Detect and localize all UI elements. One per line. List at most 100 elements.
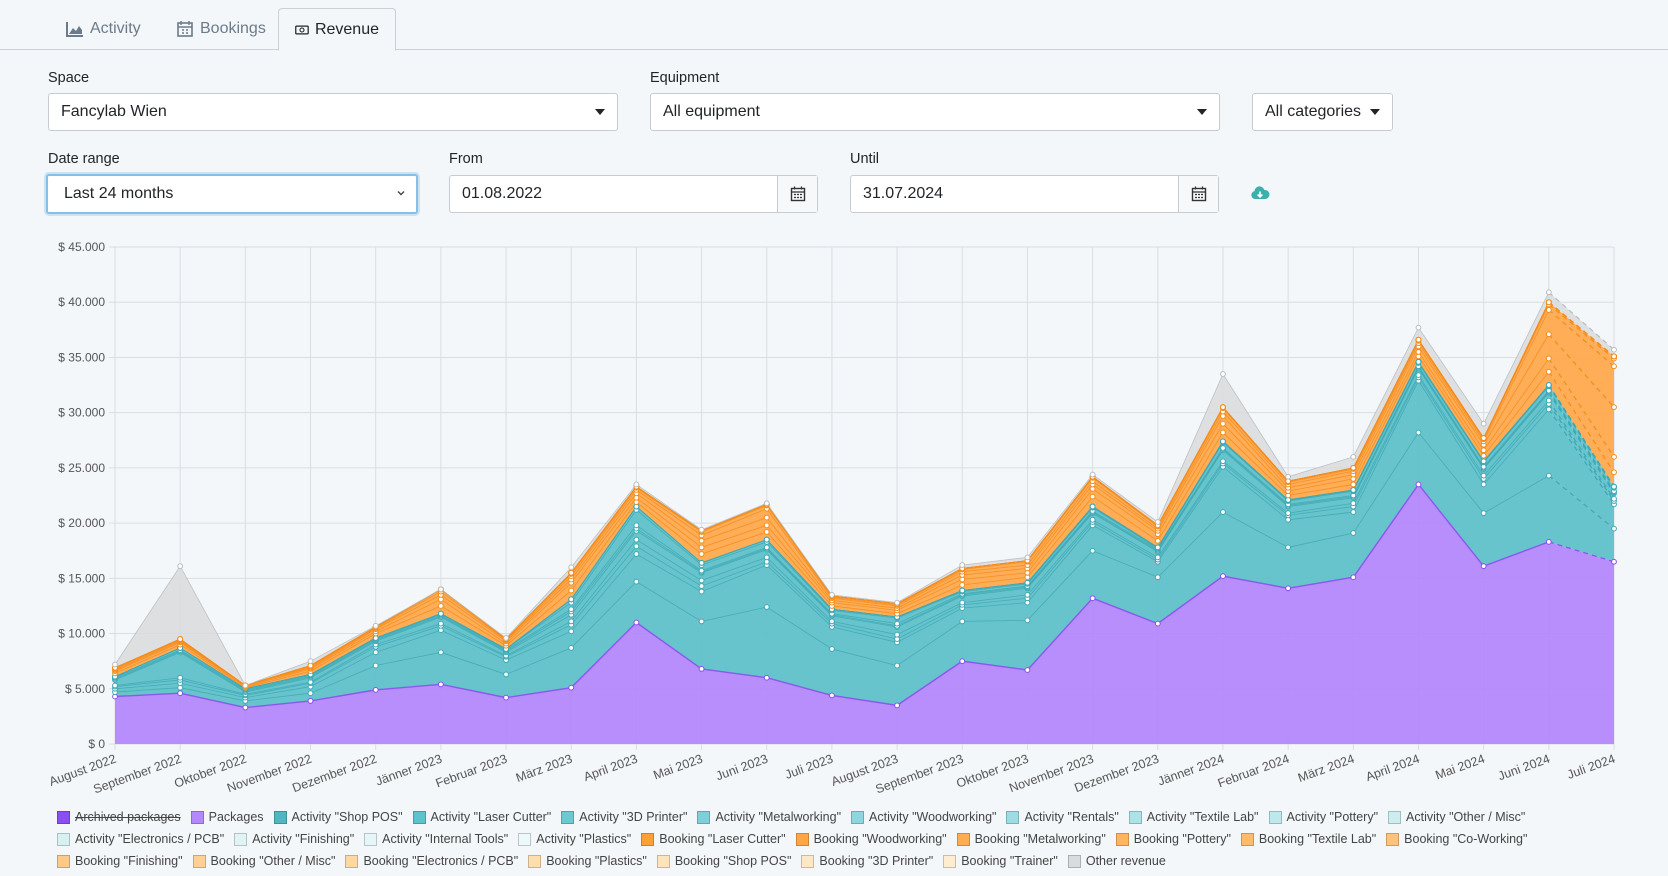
data-point: [1611, 353, 1617, 360]
data-point: [242, 682, 249, 689]
legend-item[interactable]: Booking "Woodworking": [795, 828, 947, 850]
legend-item[interactable]: Activity "Rentals": [1006, 806, 1119, 828]
data-point: [568, 596, 575, 603]
legend-item[interactable]: Activity "3D Printer": [561, 806, 687, 828]
data-point: [1285, 544, 1292, 551]
cloud-download-icon[interactable]: [1250, 184, 1270, 204]
category-select[interactable]: All categories: [1252, 93, 1393, 131]
data-point: [698, 583, 705, 589]
legend-item[interactable]: Activity "Plastics": [518, 828, 631, 850]
data-point: [437, 649, 444, 656]
data-point: [959, 587, 966, 594]
from-calendar-button[interactable]: [777, 176, 817, 212]
data-point: [568, 606, 575, 613]
legend-item[interactable]: Activity "Finishing": [234, 828, 354, 850]
legend-swatch: [795, 832, 809, 846]
category-select-value: All categories: [1265, 103, 1362, 120]
until-calendar-button[interactable]: [1178, 176, 1218, 212]
series-area: [115, 484, 1614, 744]
revenue-chart: $ 0 $ 5.000 $ 10.000 $ 15.000 $ 20.000 $ 25.0…: [47, 240, 1617, 796]
date-range-select[interactable]: Last 24 months: [46, 174, 418, 214]
equipment-label: Equipment: [650, 70, 720, 86]
data-point: [1480, 435, 1487, 441]
x-tick-label: Juni 2024: [1496, 752, 1552, 784]
legend-swatch: [1386, 832, 1400, 846]
legend-item[interactable]: Booking "Trainer": [943, 850, 1058, 872]
data-point: [1611, 469, 1617, 476]
from-date-input[interactable]: 01.08.2022: [449, 175, 818, 213]
data-point: [1024, 554, 1031, 561]
legend-item[interactable]: Activity "Woodworking": [851, 806, 996, 828]
data-point: [503, 694, 509, 701]
data-point: [1545, 397, 1552, 404]
legend-label: Archived packages: [75, 810, 181, 824]
x-tick-label: April 2023: [582, 752, 640, 784]
equipment-select[interactable]: All equipment: [650, 93, 1220, 131]
space-select[interactable]: Fancylab Wien: [48, 93, 618, 131]
legend-item[interactable]: Activity "Pottery": [1268, 806, 1378, 828]
legend-item[interactable]: Booking "Electronics / PCB": [345, 850, 518, 872]
data-point: [1350, 453, 1357, 460]
legend-item[interactable]: Other revenue: [1067, 850, 1166, 872]
legend-item[interactable]: Booking "Textile Lab": [1240, 828, 1376, 850]
data-point: [1350, 481, 1357, 488]
legend-item[interactable]: Booking "Plastics": [528, 850, 647, 872]
legend-item[interactable]: Activity "Laser Cutter": [412, 806, 552, 828]
legend-item[interactable]: Booking "Metalworking": [956, 828, 1106, 850]
data-point: [1220, 509, 1226, 515]
series-line-projection: [1548, 392, 1615, 494]
data-point: [1220, 404, 1226, 411]
legend-item[interactable]: Packages: [190, 806, 264, 828]
legend-item[interactable]: Activity "Other / Misc": [1388, 806, 1525, 828]
x-tick-label: Juni 2023: [714, 752, 770, 784]
tab-activity[interactable]: Activity: [50, 8, 157, 50]
legend-item[interactable]: Activity "Shop POS": [273, 806, 403, 828]
legend-swatch: [57, 832, 70, 846]
y-axis-ticks: $ 0 $ 5.000 $ 10.000 $ 15.000 $ 20.000 $ 25.0…: [58, 240, 105, 751]
legend-item[interactable]: Booking "3D Printer": [801, 850, 933, 872]
legend-item[interactable]: Activity "Textile Lab": [1128, 806, 1259, 828]
legend-item[interactable]: Archived packages: [57, 806, 181, 828]
legend-label: Packages: [208, 810, 264, 824]
data-point: [437, 610, 444, 617]
x-tick-label: Februar 2023: [434, 752, 509, 791]
data-point: [568, 587, 575, 594]
data-point: [633, 522, 640, 529]
data-point: [177, 563, 184, 570]
legend-label: Booking "Finishing": [75, 854, 183, 868]
data-point: [1415, 336, 1422, 343]
data-point: [1350, 574, 1357, 581]
legend-swatch: [528, 854, 542, 868]
legend-item[interactable]: Booking "Laser Cutter": [641, 828, 786, 850]
data-point: [568, 684, 575, 691]
data-point: [242, 704, 249, 711]
legend-item[interactable]: Booking "Pottery": [1115, 828, 1231, 850]
data-point: [1480, 447, 1487, 454]
data-point: [1545, 331, 1552, 338]
legend-item[interactable]: Activity "Internal Tools": [364, 828, 508, 850]
from-label: From: [449, 151, 483, 167]
legend-swatch: [57, 854, 70, 868]
legend-item[interactable]: Activity "Electronics / PCB": [57, 828, 224, 850]
legend-item[interactable]: Booking "Co-Working": [1386, 828, 1527, 850]
legend-item[interactable]: Booking "Shop POS": [656, 850, 791, 872]
until-label: Until: [850, 151, 880, 167]
data-point: [568, 569, 575, 576]
legend-label: Booking "Co-Working": [1404, 832, 1528, 846]
data-point: [1220, 458, 1226, 465]
series-area: [115, 380, 1614, 701]
tab-revenue[interactable]: Revenue: [278, 8, 396, 51]
data-point: [1350, 487, 1357, 493]
data-point: [763, 604, 770, 610]
legend-item[interactable]: Booking "Finishing": [57, 850, 183, 872]
data-point: [1024, 667, 1031, 673]
until-date-input[interactable]: 31.07.2024: [850, 175, 1219, 213]
legend-item[interactable]: Booking "Other / Misc": [192, 850, 335, 872]
legend-item[interactable]: Activity "Metalworking": [697, 806, 841, 828]
chart-legend: Archived packages Packages Activity "Shop …: [57, 806, 1637, 872]
data-point: [1611, 453, 1617, 460]
tab-revenue-label: Revenue: [314, 20, 379, 38]
legend-label: Activity "Laser Cutter": [430, 810, 552, 824]
data-point: [763, 674, 770, 681]
tab-bookings[interactable]: Bookings: [160, 8, 282, 50]
